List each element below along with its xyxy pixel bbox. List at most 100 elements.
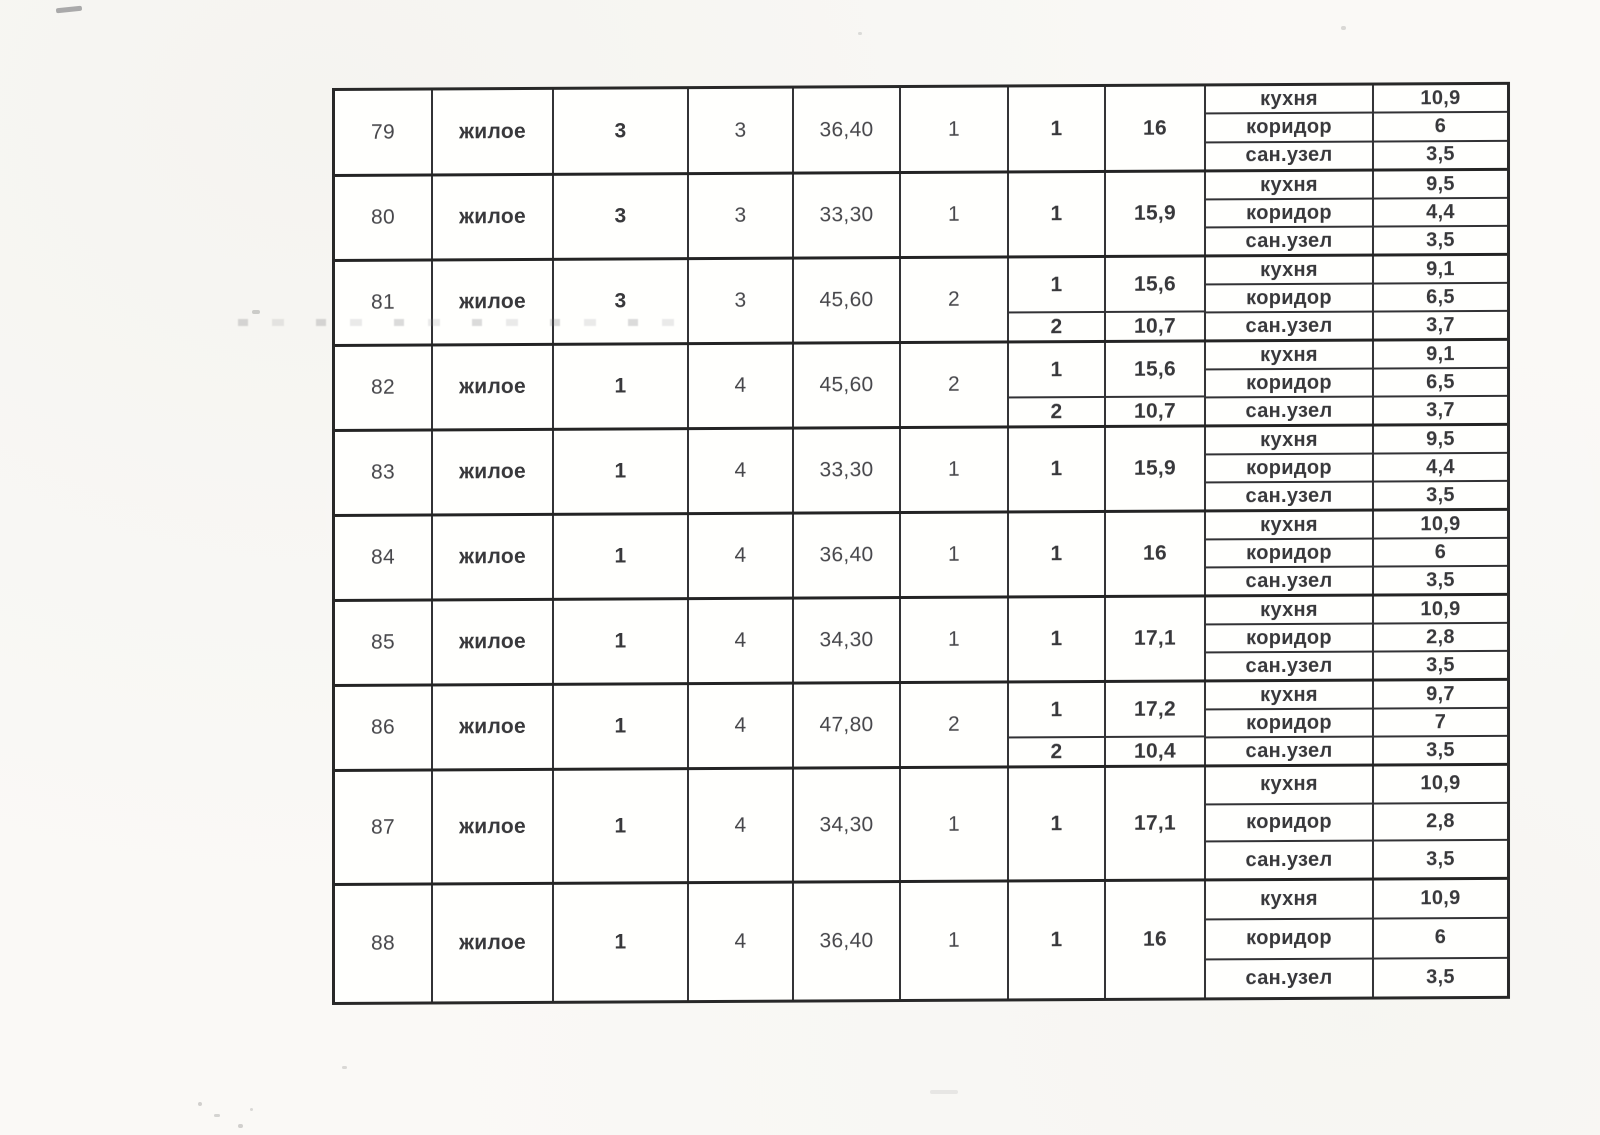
room-number: 1 bbox=[1009, 597, 1106, 681]
total-area: 36,40 bbox=[794, 514, 901, 597]
room-number: 2 bbox=[1009, 398, 1106, 426]
col3-value: 3 bbox=[554, 260, 689, 343]
col4-value: 3 bbox=[689, 259, 794, 343]
aux-room-name: коридор bbox=[1206, 804, 1374, 841]
aux-room-row: сан.узел 3,5 bbox=[1206, 479, 1507, 510]
apartment-number: 80 bbox=[335, 176, 433, 259]
room-number: 1 bbox=[1009, 682, 1106, 737]
aux-room-name: кухня bbox=[1206, 880, 1374, 919]
room-row: 2 10,7 bbox=[1009, 398, 1204, 426]
aux-room-area: 9,5 bbox=[1426, 172, 1455, 195]
aux-room-area: 2,8 bbox=[1426, 810, 1455, 833]
apartment-type: жилое bbox=[433, 515, 554, 599]
aux-room-name: сан.узел bbox=[1206, 567, 1374, 595]
col3-value: 3 bbox=[554, 89, 689, 173]
aux-room-row: кухня 10,9 bbox=[1206, 766, 1507, 804]
aux-room-name: сан.узел bbox=[1206, 482, 1374, 510]
aux-room-row: кухня 10,9 bbox=[1206, 511, 1507, 539]
aux-room-row: коридор 4,4 bbox=[1206, 451, 1507, 482]
table-row: 83 жилое 1 4 33,30 1 1 15,9 кухня 9,5 корид… bbox=[335, 425, 1507, 517]
aux-room-name: кухня bbox=[1206, 511, 1374, 539]
room-count: 1 bbox=[901, 598, 1009, 682]
aux-rooms-subtable: кухня 10,9 коридор 6 сан.узел 3,5 bbox=[1206, 85, 1507, 170]
aux-room-area: 10,9 bbox=[1420, 597, 1461, 620]
room-number: 1 bbox=[1009, 512, 1106, 596]
aux-room-name: сан.узел bbox=[1206, 312, 1374, 340]
aux-rooms-subtable: кухня 10,9 коридор 2,8 сан.узел 3,5 bbox=[1206, 766, 1507, 879]
col3-value: 1 bbox=[554, 430, 689, 513]
room-row: 2 10,7 bbox=[1009, 313, 1204, 341]
apartment-type: жилое bbox=[433, 89, 554, 174]
aux-room-name: коридор bbox=[1206, 624, 1374, 652]
aux-room-area: 3,5 bbox=[1426, 143, 1455, 166]
aux-room-area: 3,5 bbox=[1426, 847, 1455, 870]
scan-speck bbox=[198, 1102, 202, 1106]
room-count: 2 bbox=[901, 343, 1009, 427]
room-number: 1 bbox=[1009, 767, 1106, 880]
apartments-table: 79 жилое 3 3 36,40 1 1 16 кухня 10,9 коридо… bbox=[332, 81, 1510, 1005]
aux-room-name: кухня bbox=[1206, 256, 1374, 284]
apartment-type: жилое bbox=[433, 175, 554, 259]
apartment-type: жилое bbox=[433, 884, 554, 1002]
total-area: 36,40 bbox=[794, 883, 901, 1000]
aux-room-row: кухня 10,9 bbox=[1206, 85, 1507, 113]
room-area: 15,6 bbox=[1133, 357, 1177, 381]
col4-value: 4 bbox=[689, 344, 794, 428]
aux-room-name: коридор bbox=[1206, 539, 1374, 567]
rooms-subtable: 1 17,1 bbox=[1009, 597, 1206, 681]
aux-room-row: кухня 9,5 bbox=[1206, 426, 1507, 454]
col3-value: 1 bbox=[554, 770, 689, 882]
col4-value: 4 bbox=[689, 514, 794, 598]
aux-rooms-subtable: кухня 9,5 коридор 4,4 сан.узел 3,5 bbox=[1206, 426, 1507, 510]
room-area: 15,6 bbox=[1133, 272, 1177, 296]
aux-room-name: кухня bbox=[1206, 426, 1374, 454]
aux-rooms-subtable: кухня 10,9 коридор 6 сан.узел 3,5 bbox=[1206, 880, 1507, 998]
aux-room-area: 9,1 bbox=[1426, 257, 1455, 280]
room-area: 17,2 bbox=[1133, 697, 1177, 721]
table-row: 87 жилое 1 4 34,30 1 1 17,1 кухня 10,9 кори… bbox=[335, 765, 1507, 886]
aux-room-area: 3,5 bbox=[1426, 568, 1455, 591]
room-number: 1 bbox=[1009, 172, 1106, 256]
room-count: 2 bbox=[901, 258, 1009, 342]
apartment-type: жилое bbox=[433, 770, 554, 883]
aux-room-area: 3,7 bbox=[1426, 313, 1455, 336]
total-area: 36,40 bbox=[794, 88, 901, 172]
aux-room-name: кухня bbox=[1206, 596, 1374, 624]
room-row: 1 16 bbox=[1009, 512, 1204, 596]
apartment-type: жилое bbox=[433, 345, 554, 429]
aux-rooms-subtable: кухня 9,1 коридор 6,5 сан.узел 3,7 bbox=[1206, 256, 1507, 340]
col3-value: 1 bbox=[554, 345, 689, 428]
aux-room-row: коридор 6,5 bbox=[1206, 366, 1507, 397]
room-area: 16 bbox=[1143, 116, 1167, 140]
aux-room-row: сан.узел 3,5 bbox=[1206, 564, 1507, 595]
table-row: 81 жилое 3 3 45,60 2 1 15,6 2 10,7 кухня 9,1… bbox=[335, 255, 1507, 347]
aux-room-area: 6 bbox=[1434, 926, 1447, 949]
rooms-subtable: 1 15,9 bbox=[1009, 172, 1206, 256]
apartment-type: жилое bbox=[433, 260, 554, 344]
aux-rooms-subtable: кухня 10,9 коридор 2,8 сан.узел 3,5 bbox=[1206, 596, 1507, 680]
room-row: 1 16 bbox=[1009, 86, 1204, 171]
room-area: 10,7 bbox=[1133, 399, 1177, 423]
room-row: 1 17,1 bbox=[1009, 767, 1204, 880]
aux-room-row: коридор 6 bbox=[1206, 536, 1507, 567]
aux-room-name: сан.узел bbox=[1206, 737, 1374, 765]
aux-rooms-subtable: кухня 9,1 коридор 6,5 сан.узел 3,7 bbox=[1206, 341, 1507, 425]
scan-speck bbox=[250, 1108, 253, 1111]
aux-room-name: коридор bbox=[1206, 709, 1374, 737]
aux-room-row: сан.узел 3,7 bbox=[1206, 394, 1507, 425]
aux-room-area: 4,4 bbox=[1426, 455, 1455, 478]
aux-room-name: кухня bbox=[1206, 85, 1374, 113]
apartment-number: 81 bbox=[335, 261, 433, 344]
aux-room-name: коридор bbox=[1206, 454, 1374, 482]
room-count: 2 bbox=[901, 683, 1009, 767]
room-number: 2 bbox=[1009, 313, 1106, 341]
aux-room-row: сан.узел 3,5 bbox=[1206, 734, 1507, 765]
room-count: 1 bbox=[901, 882, 1009, 1000]
aux-room-name: сан.узел bbox=[1206, 142, 1374, 170]
aux-room-name: коридор bbox=[1206, 199, 1374, 227]
room-area: 10,7 bbox=[1133, 314, 1177, 338]
room-count: 1 bbox=[901, 428, 1009, 512]
rooms-subtable: 1 15,6 2 10,7 bbox=[1009, 342, 1206, 426]
room-area: 15,9 bbox=[1133, 456, 1177, 480]
aux-room-name: коридор bbox=[1206, 919, 1374, 959]
